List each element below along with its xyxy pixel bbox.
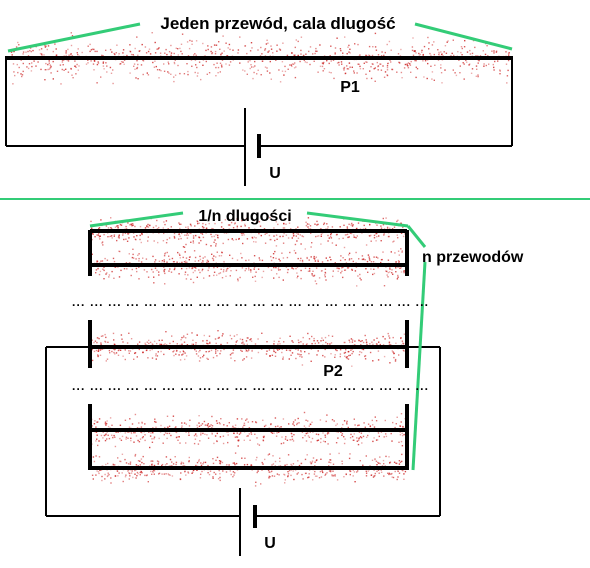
length-callout-left-line: [89, 211, 184, 228]
top-resistor-label: P1: [340, 79, 360, 96]
length-label: 1/n dlugości: [198, 208, 291, 225]
top-callout: [7, 22, 513, 53]
bottom-voltage-label: U: [264, 535, 276, 552]
top-callout-right-line: [414, 22, 513, 51]
count-label: n przewodów: [422, 249, 524, 266]
bottom-resistor-label: P2: [323, 363, 343, 380]
top-voltage-label: U: [269, 165, 281, 182]
ellipsis-row-upper: ... ... ... ... ... ... ... ... ... ... …: [72, 295, 428, 309]
ellipsis-row-lower: ... ... ... ... ... ... ... ... ... ... …: [72, 379, 428, 393]
bottom-wires: [45, 229, 441, 556]
bottom-callouts: [89, 211, 427, 471]
count-callout-top-line: [406, 225, 427, 248]
count-callout-down-line: [411, 261, 427, 471]
top-circuit: [5, 56, 513, 186]
length-callout-right-line: [306, 211, 409, 228]
top-callout-left-line: [7, 22, 141, 53]
top-title: Jeden przewód, cala dlugość: [160, 14, 395, 33]
